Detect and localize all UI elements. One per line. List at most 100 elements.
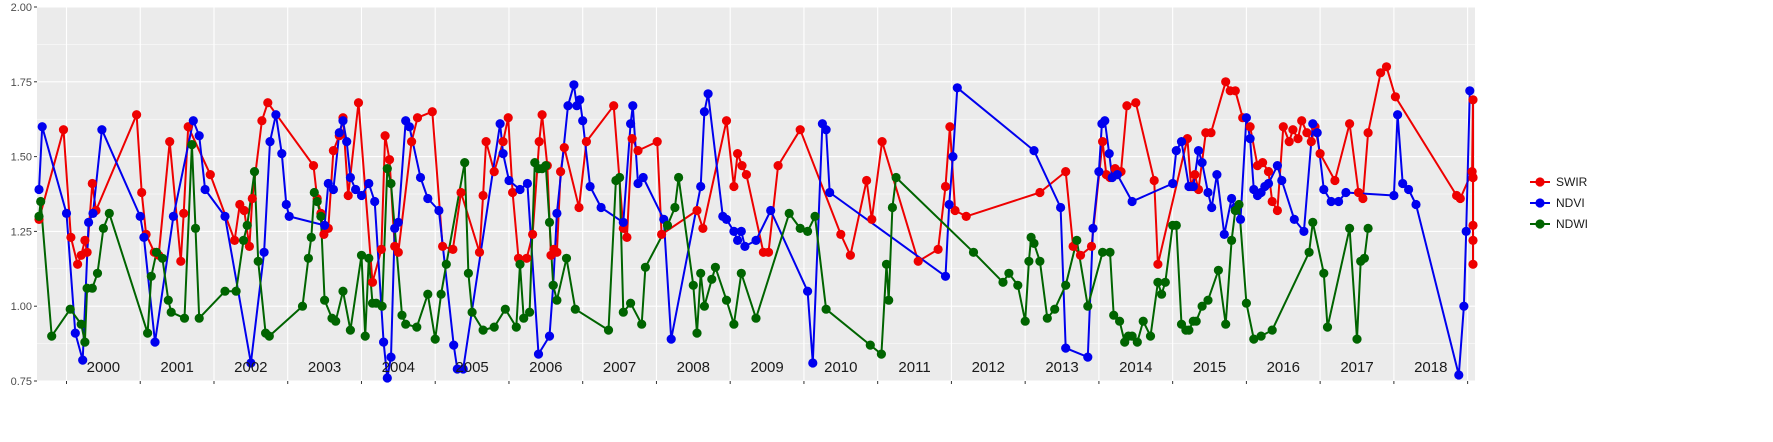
ndvi-point [1241, 113, 1251, 123]
ndvi-point [666, 334, 676, 344]
swir-point [1302, 128, 1312, 138]
ndvi-point [533, 349, 544, 359]
ndvi-point [323, 178, 333, 189]
ndvi-point [345, 172, 355, 183]
ndvi-point [259, 247, 269, 257]
ndwi-point [881, 259, 892, 269]
ndvi-point [825, 187, 835, 198]
ndwi-point [699, 301, 710, 311]
swir-point [328, 146, 338, 156]
ndvi-point [338, 116, 348, 126]
ndwi-point [615, 172, 625, 183]
ndwi-point [692, 328, 702, 338]
ndvi-point [97, 125, 107, 135]
ndvi-point [265, 137, 275, 147]
swir-point [1230, 86, 1240, 96]
swir-point [132, 110, 142, 120]
year-label: 2016 [1267, 359, 1300, 376]
ndvi-point [736, 226, 746, 236]
swir-point [836, 229, 846, 239]
ndwi-point [377, 301, 387, 311]
swir-point [1263, 167, 1274, 177]
ndvi-point [1398, 178, 1408, 189]
ndwi-point [1029, 238, 1039, 248]
swir-point [393, 247, 403, 257]
swir-point [244, 241, 254, 251]
swir-point [1098, 137, 1108, 147]
swir-point [58, 125, 69, 135]
ndvi-point [1299, 226, 1309, 236]
swir-point [412, 113, 423, 123]
ndwi-point [751, 313, 761, 323]
ndwi-point [1345, 223, 1355, 233]
ndvi-point [379, 337, 389, 347]
ndwi-point [544, 217, 555, 227]
ndwi-point [1115, 316, 1125, 326]
year-label: 2010 [824, 359, 857, 376]
y-tick-label: 1.00 [11, 301, 32, 313]
ndwi-point [1004, 268, 1014, 278]
ndwi-point [570, 304, 580, 314]
ndvi-point [1393, 110, 1403, 120]
ndvi-point [766, 205, 776, 216]
swir-point [1345, 119, 1355, 129]
swir-point [1390, 92, 1400, 102]
swir-point [489, 167, 499, 177]
swir-point [376, 244, 386, 254]
swir-point [961, 211, 971, 221]
ndvi-point [1411, 199, 1421, 210]
ndwi-point [1050, 304, 1060, 314]
ndwi-point [1157, 289, 1167, 299]
ndwi-point [1191, 316, 1201, 326]
ndvi-point [721, 214, 732, 224]
swir-point [384, 155, 395, 165]
ndvi-point [1083, 352, 1093, 362]
swir-point [1288, 125, 1298, 135]
ndwi-point [1203, 295, 1213, 305]
ndwi-point [80, 337, 90, 347]
ndwi-point [249, 167, 260, 177]
swir-point [867, 214, 877, 224]
ndwi-point [1363, 223, 1373, 233]
ndwi-point [525, 307, 535, 317]
y-tick-label: 0.75 [11, 376, 32, 388]
swir-point [456, 187, 466, 198]
swir-point [1131, 98, 1141, 108]
ndwi-point [1256, 331, 1266, 341]
swir-point [438, 241, 448, 251]
ndwi-point [1227, 235, 1237, 245]
ndwi-point [696, 268, 706, 278]
swir-point [729, 181, 739, 192]
swir-point [176, 256, 186, 266]
ndvi-point [1197, 158, 1207, 168]
ndvi-point [356, 190, 367, 201]
swir-point [183, 122, 193, 132]
swir-point [763, 247, 774, 257]
year-label: 2011 [898, 359, 930, 376]
year-label: 2014 [1119, 359, 1152, 376]
ndvi-point [1465, 86, 1475, 96]
ndwi-point [561, 253, 572, 263]
ndwi-point [1153, 277, 1163, 287]
ndvi-point [563, 101, 573, 111]
ndwi-point [1241, 298, 1251, 308]
ndvi-point [168, 211, 178, 221]
ndvi-point [364, 178, 374, 189]
ndwi-point [998, 277, 1008, 287]
ndwi-point [430, 334, 440, 344]
ndvi-point [70, 328, 80, 338]
swir-point [534, 137, 544, 147]
ndvi-point [1326, 196, 1336, 207]
ndwi-point [297, 301, 308, 311]
ndwi-point [1171, 220, 1181, 230]
ndvi-point [382, 373, 392, 383]
ndvi-point [404, 122, 414, 132]
ndvi-point [751, 235, 761, 245]
swir-point [552, 247, 562, 257]
swir-point [773, 161, 783, 171]
ndvi-point [495, 119, 505, 129]
ndwi-point [710, 262, 721, 272]
y-tick-label: 2.00 [11, 2, 32, 14]
swir-point [1122, 101, 1132, 111]
ndwi-point [65, 304, 75, 314]
